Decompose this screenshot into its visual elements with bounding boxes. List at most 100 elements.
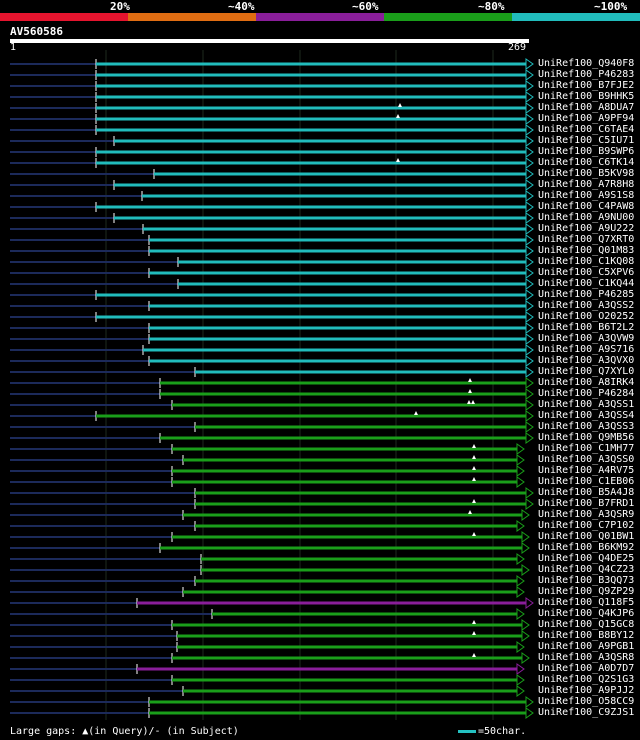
hit-arrow — [525, 69, 534, 81]
hit-arrow — [525, 487, 534, 499]
hit-arrow — [516, 454, 525, 466]
hit-arrow — [525, 168, 534, 180]
hit-name-link[interactable]: UniRef100_Q7XYL0 — [538, 366, 635, 377]
hit-name-link[interactable]: UniRef100_A9PGB1 — [538, 641, 635, 652]
hit-name-link[interactable]: UniRef100_Q15GC8 — [538, 619, 635, 630]
hit-name-link[interactable]: UniRef100_P46283 — [538, 69, 635, 80]
hit-name-link[interactable]: UniRef100_A0D7D7 — [538, 663, 635, 674]
query-id: AV560586 — [10, 25, 63, 38]
hit-arrow — [521, 652, 530, 664]
query-gap-marker — [396, 158, 400, 162]
hit-arrow — [525, 113, 534, 125]
query-gap-marker — [472, 620, 476, 624]
hit-name-link[interactable]: UniRef100_B5A4J8 — [538, 487, 635, 498]
hit-name-link[interactable]: UniRef100_C5XPV6 — [538, 267, 635, 278]
legend-swatch — [128, 13, 256, 21]
query-gap-marker — [472, 455, 476, 459]
hit-name-link[interactable]: UniRef100_B6T2L2 — [538, 322, 635, 333]
identity-legend: 20% ~40% ~60% ~80% ~100% — [0, 0, 640, 22]
hit-name-link[interactable]: UniRef100_C1EB06 — [538, 476, 635, 487]
hit-arrow — [516, 476, 525, 488]
hit-name-link[interactable]: UniRef100_A9U222 — [538, 223, 635, 234]
hit-arrow — [525, 124, 534, 136]
hit-arrow — [525, 80, 534, 92]
hit-arrow — [516, 553, 525, 565]
hit-arrow — [525, 135, 534, 147]
hit-name-link[interactable]: UniRef100_C6TAE4 — [538, 124, 635, 135]
hit-name-link[interactable]: UniRef100_C9ZJS1 — [538, 707, 635, 718]
hit-name-link[interactable]: UniRef100_A3QVX0 — [538, 355, 635, 366]
hit-arrow — [525, 366, 534, 378]
hit-name-link[interactable]: UniRef100_P46284 — [538, 388, 635, 399]
hit-name-link[interactable]: UniRef100_B9SWP6 — [538, 146, 635, 157]
hit-name-link[interactable]: UniRef100_A3QSS4 — [538, 410, 635, 421]
hit-arrow — [521, 542, 530, 554]
hit-name-link[interactable]: UniRef100_B5KV98 — [538, 168, 635, 179]
hit-name-link[interactable]: UniRef100_Q01BW1 — [538, 531, 635, 542]
scale-key: =50char. — [458, 726, 526, 737]
hit-name-link[interactable]: UniRef100_A9S716 — [538, 344, 635, 355]
legend-label: ~80% — [478, 0, 505, 13]
hit-name-link[interactable]: UniRef100_A3QSR8 — [538, 652, 635, 663]
hit-arrow — [525, 333, 534, 345]
hit-name-link[interactable]: UniRef100_A9PJJ2 — [538, 685, 635, 696]
hit-name-link[interactable]: UniRef100_A3QVW9 — [538, 333, 635, 344]
hit-name-link[interactable]: UniRef100_A3QSS3 — [538, 421, 635, 432]
hit-name-link[interactable]: UniRef100_Q9MB56 — [538, 432, 635, 443]
hit-name-link[interactable]: UniRef100_B7FJE2 — [538, 80, 635, 91]
hit-name-link[interactable]: UniRef100_A8IRK4 — [538, 377, 635, 388]
hit-name-link[interactable]: UniRef100_A4RV75 — [538, 465, 635, 476]
query-gap-marker — [468, 510, 472, 514]
hit-arrow — [516, 641, 525, 653]
hit-name-link[interactable]: UniRef100_C5IU71 — [538, 135, 635, 146]
hit-name-link[interactable]: UniRef100_A9PF94 — [538, 113, 635, 124]
hit-arrow — [525, 179, 534, 191]
hit-arrow — [521, 630, 530, 642]
hit-arrow — [525, 344, 534, 356]
ruler-start-label: 1 — [10, 42, 17, 53]
query-gap-marker — [398, 103, 402, 107]
hit-name-link[interactable]: UniRef100_Q118F5 — [538, 597, 635, 608]
hit-name-link[interactable]: UniRef100_B9HHK5 — [538, 91, 635, 102]
hit-arrow — [525, 289, 534, 301]
hit-name-link[interactable]: UniRef100_A8DUA7 — [538, 102, 635, 113]
hit-name-link[interactable]: UniRef100_Q4CZ23 — [538, 564, 635, 575]
hit-arrow — [516, 685, 525, 697]
hit-name-link[interactable]: UniRef100_C1KQ44 — [538, 278, 635, 289]
hit-name-link[interactable]: UniRef100_C1KQ08 — [538, 256, 635, 267]
hit-name-link[interactable]: UniRef100_A3QSR9 — [538, 509, 635, 520]
hit-name-link[interactable]: UniRef100_C4PAW8 — [538, 201, 635, 212]
hit-name-link[interactable]: UniRef100_Q2S1G3 — [538, 674, 635, 685]
hit-name-link[interactable]: UniRef100_Q7XRT0 — [538, 234, 635, 245]
hit-name-link[interactable]: UniRef100_B3QQ73 — [538, 575, 635, 586]
hit-arrow — [525, 421, 534, 433]
hit-name-link[interactable]: UniRef100_A9S1S8 — [538, 190, 635, 201]
hit-name-link[interactable]: UniRef100_C6TK14 — [538, 157, 635, 168]
hit-arrow — [525, 597, 534, 609]
hit-name-link[interactable]: UniRef100_O58CC9 — [538, 696, 635, 707]
hit-name-link[interactable]: UniRef100_C1MH77 — [538, 443, 635, 454]
hit-name-link[interactable]: UniRef100_A9NU00 — [538, 212, 635, 223]
hit-name-link[interactable]: UniRef100_Q4KJP6 — [538, 608, 635, 619]
query-gap-marker — [472, 466, 476, 470]
hit-arrow — [525, 256, 534, 268]
hit-name-link[interactable]: UniRef100_A7R8H8 — [538, 179, 635, 190]
hit-name-link[interactable]: UniRef100_A3QSS0 — [538, 454, 635, 465]
hit-name-link[interactable]: UniRef100_P46285 — [538, 289, 635, 300]
query-gap-marker — [471, 400, 475, 404]
hit-name-link[interactable]: UniRef100_Q01M83 — [538, 245, 635, 256]
query-gap-marker — [396, 114, 400, 118]
hit-name-link[interactable]: UniRef100_Q9ZP29 — [538, 586, 635, 597]
hit-name-link[interactable]: UniRef100_O20252 — [538, 311, 635, 322]
hit-name-link[interactable]: UniRef100_C7P102 — [538, 520, 635, 531]
hit-arrow — [525, 245, 534, 257]
hit-arrow — [525, 190, 534, 202]
hit-name-link[interactable]: UniRef100_A3QSS2 — [538, 300, 635, 311]
hit-name-link[interactable]: UniRef100_A3QSS1 — [538, 399, 635, 410]
hit-name-link[interactable]: UniRef100_B8BY12 — [538, 630, 635, 641]
hit-name-link[interactable]: UniRef100_B7FRD1 — [538, 498, 635, 509]
hit-name-link[interactable]: UniRef100_B6KM92 — [538, 542, 635, 553]
query-gap-marker — [472, 477, 476, 481]
hit-name-link[interactable]: UniRef100_Q4DE25 — [538, 553, 635, 564]
hit-name-link[interactable]: UniRef100_Q940F8 — [538, 58, 635, 69]
